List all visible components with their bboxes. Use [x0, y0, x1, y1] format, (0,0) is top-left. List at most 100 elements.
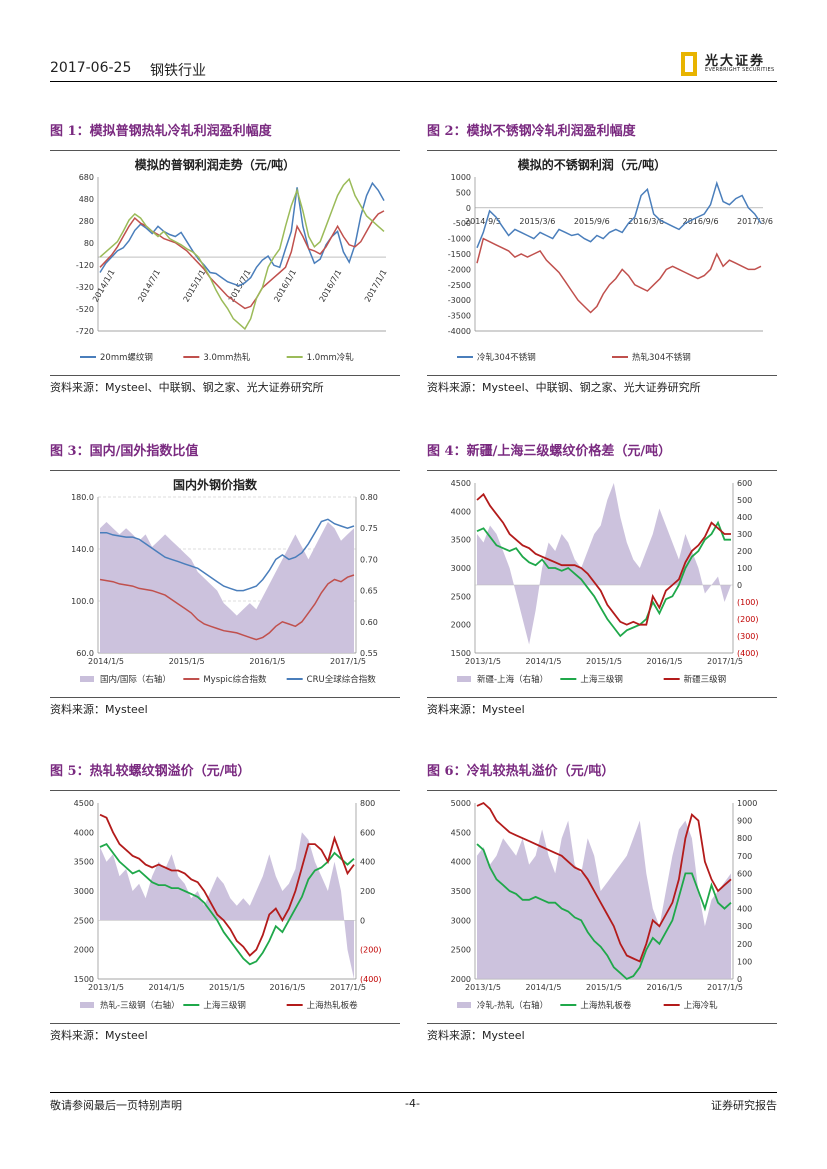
- x-tick-label: 2016/3/6: [628, 217, 664, 226]
- legend-label: 3.0mm热轧: [203, 352, 251, 363]
- x-tick-label: 2016/1/5: [647, 983, 683, 992]
- y2-tick-label: 200: [360, 887, 375, 896]
- chart-title: 国内外钢价指数: [173, 477, 258, 492]
- y-tick-label: 4000: [74, 828, 94, 837]
- y2-tick-label: 600: [360, 828, 375, 837]
- brand-logo: 光大证券 EVERBRIGHT SECURITIES: [681, 50, 781, 78]
- y-tick-label: 2000: [451, 621, 471, 630]
- y-tick-label: 2500: [74, 916, 94, 925]
- x-tick-label: 2014/1/5: [88, 657, 124, 666]
- y2-tick-label: 500: [737, 496, 752, 505]
- legend-label: 上海三级钢: [580, 674, 623, 685]
- figure-source: 资料来源：Mysteel: [427, 703, 525, 716]
- y-tick-label: 4000: [451, 507, 471, 516]
- y2-tick-label: 900: [737, 817, 752, 826]
- x-tick-label: 2016/1/5: [270, 983, 306, 992]
- y-tick-label: -720: [76, 327, 94, 336]
- y2-tick-label: 1000: [737, 799, 757, 808]
- legend-label: 热轧304不锈钢: [632, 352, 691, 363]
- x-tick-label: 2013/1/5: [88, 983, 124, 992]
- y2-tick-label: (400): [737, 649, 759, 658]
- legend-label: 国内/国际（右轴）: [100, 674, 171, 685]
- y-tick-label: 3500: [74, 858, 94, 867]
- y2-tick-label: 0.60: [360, 618, 378, 627]
- y-tick-label: 4500: [451, 479, 471, 488]
- x-tick-label: 2015/9/6: [574, 217, 610, 226]
- y-tick-label: -320: [76, 283, 94, 292]
- series-area: [477, 483, 731, 645]
- y-tick-label: 1500: [74, 975, 94, 984]
- y2-tick-label: 100: [737, 957, 752, 966]
- chart-title: 模拟的普钢利润走势（元/吨）: [135, 157, 295, 172]
- y2-tick-label: 0: [737, 581, 742, 590]
- y2-tick-label: 0.65: [360, 587, 378, 596]
- y-tick-label: 4500: [451, 828, 471, 837]
- x-tick-label: 2013/1/5: [465, 657, 501, 666]
- y2-tick-label: (200): [737, 615, 759, 624]
- logo-cn: 光大证券: [705, 54, 766, 69]
- y2-tick-label: 400: [360, 858, 375, 867]
- y2-tick-label: 600: [737, 479, 752, 488]
- y2-tick-label: 0: [737, 975, 742, 984]
- y-tick-label: -4000: [448, 327, 471, 336]
- x-tick-label: 2016/1/5: [249, 657, 285, 666]
- footer-disclaimer: 敬请参阅最后一页特别声明: [50, 1099, 182, 1112]
- y-tick-label: 0: [466, 204, 471, 213]
- series-line: [476, 801, 732, 963]
- logo-icon: [681, 52, 697, 76]
- x-tick-label: 2017/1/5: [330, 983, 366, 992]
- y-tick-label: -520: [76, 305, 94, 314]
- y-tick-label: 680: [79, 173, 94, 182]
- chart-svg: 4500400035003000250020001500600500400300…: [451, 479, 759, 685]
- legend-label: 新疆三级钢: [684, 674, 727, 685]
- y-tick-label: 3500: [451, 536, 471, 545]
- legend-label: 冷轧304不锈钢: [477, 352, 536, 363]
- x-tick-label: 2017/1/5: [330, 657, 366, 666]
- y-tick-label: 2000: [74, 946, 94, 955]
- figure-bottom-rule: [50, 697, 400, 698]
- y2-tick-label: 0.70: [360, 555, 378, 564]
- y-tick-label: 100.0: [71, 597, 94, 606]
- legend-label: 冷轧-热轧（右轴）: [477, 1000, 548, 1011]
- legend-label: CRU全球综合指数: [307, 674, 377, 685]
- y2-tick-label: (200): [360, 946, 382, 955]
- y-tick-label: -2500: [448, 281, 471, 290]
- legend-label: 上海热轧板卷: [580, 1000, 632, 1011]
- y-tick-label: 3000: [451, 916, 471, 925]
- legend-label: 1.0mm冷轧: [307, 352, 355, 363]
- series-line: [99, 574, 355, 641]
- y-tick-label: -1000: [448, 235, 471, 244]
- x-tick-label: 2016/9/6: [683, 217, 719, 226]
- footer-doc-type: 证券研究报告: [711, 1099, 777, 1112]
- x-tick-label: 2015/1/5: [209, 983, 245, 992]
- chart-title: 模拟的不锈钢利润（元/吨）: [518, 157, 666, 172]
- legend-swatch: [457, 676, 471, 682]
- figure-top-rule: [427, 150, 777, 151]
- figure-top-rule: [50, 150, 400, 151]
- legend-label: 热轧-三级钢（右轴）: [100, 1000, 180, 1011]
- figure-title: 图 4：新疆/上海三级螺纹价格差（元/吨）: [427, 444, 672, 459]
- series-area: [100, 522, 354, 653]
- chart-svg: 模拟的普钢利润走势（元/吨） 680 480 280 80 -120 -320 -520 -72…: [76, 157, 389, 363]
- legend-label: Myspic综合指数: [203, 674, 267, 685]
- y2-tick-label: 200: [737, 547, 752, 556]
- x-tick-label: 2014/1/5: [526, 657, 562, 666]
- figure-title: 图 2：模拟不锈钢冷轧利润盈利幅度: [427, 124, 636, 139]
- x-tick-label: 2017/1/5: [707, 983, 743, 992]
- y-tick-label: 80: [84, 239, 94, 248]
- figure-top-rule: [427, 470, 777, 471]
- x-tick-label: 2015/1/5: [586, 657, 622, 666]
- footer-divider: [50, 1092, 777, 1093]
- series-line: [99, 181, 385, 287]
- y-tick-label: 1000: [451, 173, 471, 182]
- series-line: [100, 518, 355, 592]
- figure-source: 资料来源：Mysteel: [50, 703, 148, 716]
- legend-swatch: [80, 676, 94, 682]
- figure-title: 图 5：热轧较螺纹钢溢价（元/吨）: [50, 764, 251, 779]
- chart-svg: 国内外钢价指数 180.0 140.0 100.0 60.0 0.80 0.75 0.70 0.…: [71, 477, 378, 685]
- y2-tick-label: 500: [737, 887, 752, 896]
- series-line: [99, 842, 355, 966]
- y-tick-label: 480: [79, 195, 94, 204]
- figure-bottom-rule: [427, 375, 777, 376]
- y2-tick-label: (400): [360, 975, 382, 984]
